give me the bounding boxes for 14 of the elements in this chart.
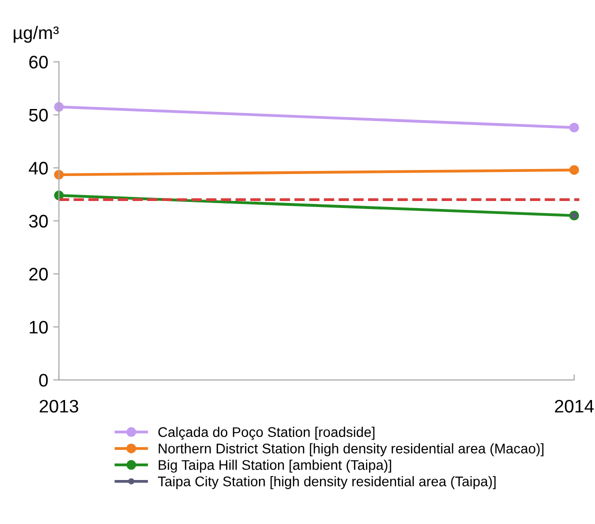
x-tick-label: 2013 [40, 400, 78, 413]
legend-label: Taipa City Station [high density residential area (Taipa)] [158, 476, 496, 490]
y-axis-title: µg/m³ [14, 26, 59, 43]
y-tick-label: 10 [30, 320, 48, 334]
y-tick-label: 60 [29, 56, 48, 69]
y-tick-label: 40 [28, 162, 48, 175]
legend-label: Calçada do Poço Station [roadside] [158, 426, 374, 440]
legend-label: Northern District Station [high density residential area (Macao)] [158, 443, 544, 456]
y-tick-label: 50 [29, 108, 48, 122]
x-tick-label: 2014 [555, 400, 594, 413]
y-tick-label: 20 [29, 268, 48, 281]
y-tick-label: 0 [39, 374, 48, 387]
y-tick-label: 30 [29, 214, 48, 228]
legend-label: Big Taipa Hill Station [ambient (Taipa)] [158, 460, 392, 473]
